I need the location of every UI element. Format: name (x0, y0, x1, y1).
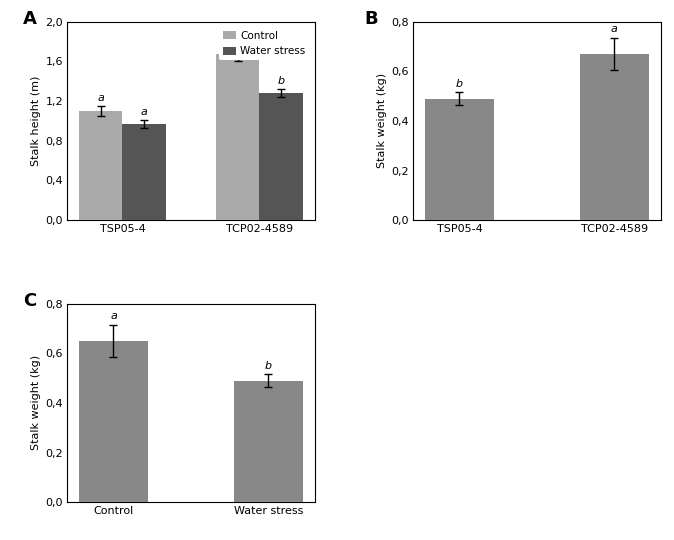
Text: a: a (97, 93, 104, 103)
Y-axis label: Stalk height (m): Stalk height (m) (32, 76, 41, 166)
Text: b: b (265, 361, 272, 370)
Bar (259, 93, 303, 220)
Text: b: b (278, 76, 285, 86)
Text: a: a (234, 35, 241, 44)
Text: A: A (23, 10, 37, 28)
Text: b: b (456, 79, 463, 89)
Bar (79, 341, 148, 502)
Bar (425, 99, 494, 220)
Text: C: C (23, 292, 36, 309)
Bar (216, 55, 259, 220)
Bar (234, 381, 303, 502)
Bar (79, 111, 123, 220)
Text: B: B (364, 10, 377, 28)
Text: a: a (141, 107, 148, 117)
Legend: Control, Water stress: Control, Water stress (219, 27, 309, 60)
Text: a: a (110, 311, 117, 321)
Bar (580, 54, 649, 220)
Bar (123, 124, 166, 220)
Y-axis label: Stalk weight (kg): Stalk weight (kg) (377, 73, 388, 168)
Y-axis label: Stalk weight (kg): Stalk weight (kg) (32, 355, 41, 450)
Text: a: a (611, 24, 618, 34)
